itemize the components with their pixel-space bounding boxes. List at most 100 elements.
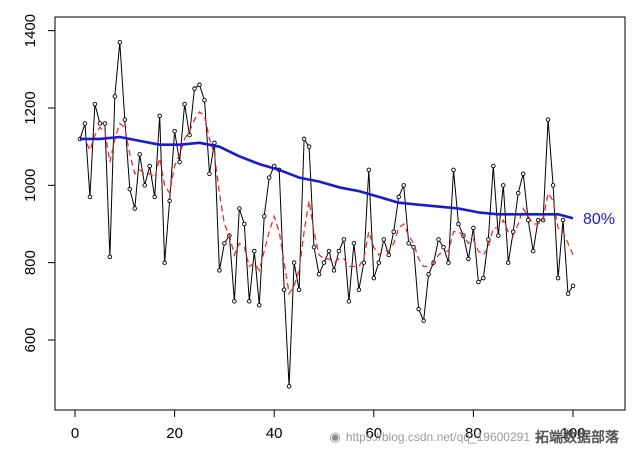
- raw-data-point: [172, 128, 177, 134]
- y-tick-label: 1000: [22, 169, 39, 202]
- raw-data-point: [112, 94, 118, 99]
- x-tick-label: 40: [266, 425, 283, 442]
- raw-data-point: [346, 299, 352, 304]
- raw-data-point: [520, 171, 526, 176]
- smoothed-series-line: [80, 110, 574, 296]
- raw-data-point: [441, 244, 446, 250]
- raw-data-point: [162, 260, 167, 265]
- raw-data-point: [515, 190, 521, 196]
- raw-data-point: [301, 136, 307, 142]
- raw-data-point: [197, 82, 202, 88]
- raw-series-line: [79, 42, 574, 387]
- raw-data-point: [291, 260, 297, 265]
- raw-data-point: [356, 287, 362, 292]
- raw-data-point: [501, 183, 506, 188]
- raw-data-point: [122, 117, 128, 122]
- watermark-brand: 拓端数据部落: [535, 429, 619, 445]
- raw-data-point: [177, 159, 182, 165]
- raw-data-point: [257, 302, 262, 308]
- raw-data-point: [242, 221, 247, 227]
- raw-data-point: [127, 186, 133, 192]
- raw-data-point: [336, 248, 342, 254]
- plot-frame: [54, 16, 626, 411]
- raw-data-point: [351, 241, 357, 246]
- y-tick-label: 800: [22, 250, 39, 275]
- raw-data-point: [376, 260, 382, 265]
- watermark: ◉ https://blog.csdn.net/qq_19600291 拓端数据…: [330, 427, 620, 447]
- raw-data-point: [82, 121, 88, 126]
- axes-group: 0 20 40 60 80 100 600 800 1000 1200 1400: [22, 14, 626, 442]
- raw-data-point: [217, 268, 222, 273]
- raw-data-point: [496, 233, 501, 238]
- raw-data-point: [535, 217, 541, 223]
- raw-data-point: [481, 275, 486, 281]
- raw-data-point: [117, 40, 123, 45]
- raw-data-point: [286, 384, 292, 389]
- raw-data-point: [137, 152, 142, 157]
- x-tick-label: 20: [166, 425, 183, 442]
- raw-data-point: [476, 279, 481, 285]
- raw-data-point: [341, 237, 347, 242]
- raw-data-point: [466, 256, 471, 262]
- raw-data-point: [386, 252, 391, 258]
- raw-data-point: [316, 272, 322, 277]
- raw-data-point: [306, 144, 312, 149]
- series-trend-group: [80, 135, 574, 220]
- raw-data-point: [202, 98, 207, 103]
- trend-end-label: 80%: [583, 211, 615, 228]
- x-tick-label: 100: [560, 425, 585, 442]
- raw-data-point: [167, 198, 172, 204]
- raw-data-point: [555, 275, 561, 281]
- x-tick-label: 80: [465, 425, 482, 442]
- raw-data-point: [506, 260, 511, 265]
- raw-data-point: [152, 194, 157, 200]
- series-smooth-group: [80, 110, 574, 296]
- raw-data-point: [326, 248, 332, 254]
- raw-data-point: [232, 299, 237, 304]
- raw-data-point: [187, 132, 192, 138]
- x-tick-label: 0: [71, 425, 79, 442]
- raw-data-point: [87, 194, 93, 200]
- wechat-icon: ◉: [329, 429, 341, 444]
- raw-data-point: [311, 244, 317, 250]
- raw-data-point: [401, 183, 406, 188]
- raw-data-point: [471, 225, 476, 231]
- raw-data-point: [147, 163, 152, 169]
- raw-data-point: [252, 248, 257, 254]
- raw-data-point: [446, 260, 451, 265]
- raw-data-point: [570, 283, 576, 289]
- raw-data-point: [406, 241, 411, 246]
- raw-data-point: [296, 287, 302, 292]
- raw-data-point: [192, 86, 197, 91]
- raw-data-point: [530, 248, 536, 254]
- y-tick-label: 600: [22, 327, 39, 352]
- y-tick-label: 1200: [22, 91, 39, 124]
- raw-data-point: [207, 171, 212, 176]
- raw-data-point: [451, 167, 456, 173]
- raw-data-point: [381, 237, 387, 242]
- raw-data-point: [266, 175, 272, 180]
- raw-data-point: [436, 237, 441, 242]
- raw-data-point: [545, 117, 551, 122]
- raw-data-point: [391, 229, 396, 234]
- raw-data-point: [157, 113, 162, 118]
- x-tick-label: 60: [365, 425, 382, 442]
- raw-data-point: [132, 206, 138, 211]
- raw-data-point: [396, 194, 401, 200]
- raw-data-point: [261, 214, 267, 219]
- raw-data-point: [426, 272, 431, 277]
- raw-data-point: [247, 299, 252, 304]
- raw-data-point: [92, 101, 98, 107]
- trend-series-line: [80, 135, 574, 220]
- raw-data-point: [331, 268, 337, 273]
- raw-data-point: [486, 237, 491, 242]
- raw-data-point: [416, 306, 421, 312]
- raw-data-point: [222, 241, 227, 246]
- raw-data-point: [142, 183, 147, 188]
- raw-data-point: [456, 221, 461, 227]
- raw-data-point: [550, 183, 556, 188]
- raw-data-point: [212, 140, 217, 146]
- watermark-url: https://blog.csdn.net/qq_19600291: [345, 430, 530, 444]
- series-raw-group: [77, 40, 576, 389]
- raw-data-point: [321, 260, 327, 265]
